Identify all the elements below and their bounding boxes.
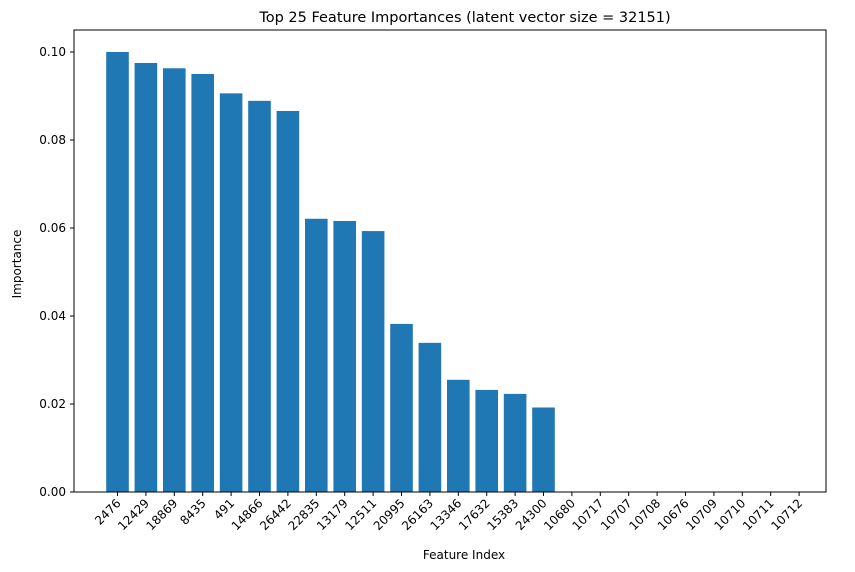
y-tick-label: 0.02 — [39, 397, 66, 411]
x-tick-label: 10709 — [683, 496, 720, 533]
x-tick-label: 17632 — [456, 496, 493, 533]
x-tick-label: 26442 — [257, 496, 294, 533]
y-tick-label: 0.00 — [39, 485, 66, 499]
bar-18869 — [163, 68, 186, 492]
bar-12429 — [134, 63, 158, 492]
x-tick-label: 20995 — [371, 496, 408, 533]
bars-group — [106, 52, 555, 493]
y-axis-label: Importance — [10, 230, 24, 299]
bar-22835 — [305, 218, 328, 492]
x-tick-label: 13179 — [314, 496, 351, 533]
x-axis-label: Feature Index — [423, 548, 505, 562]
x-tick-label: 10712 — [768, 496, 805, 533]
y-tick-label: 0.08 — [39, 133, 66, 147]
bar-20995 — [390, 323, 413, 492]
x-tick-label: 13346 — [428, 496, 465, 533]
bar-26163 — [418, 342, 442, 492]
x-tick-label: 10707 — [598, 496, 635, 533]
x-tick-label: 10717 — [570, 496, 607, 533]
bar-2476 — [106, 52, 129, 492]
y-tick-label: 0.10 — [39, 45, 66, 59]
x-tick-label: 26163 — [399, 496, 436, 533]
y-tick-label: 0.04 — [39, 309, 66, 323]
bar-14866 — [248, 100, 271, 492]
x-tick-label: 10710 — [712, 496, 749, 533]
bar-491 — [219, 93, 243, 493]
x-tick-label: 22835 — [286, 496, 323, 533]
x-tick-label: 10708 — [626, 496, 663, 533]
x-tick-label: 12429 — [115, 496, 152, 533]
x-tick-label: 12511 — [342, 496, 379, 533]
bar-12511 — [361, 231, 385, 492]
bar-8435 — [191, 74, 214, 492]
x-tick-label: 15383 — [484, 496, 521, 533]
y-axis: 0.00 0.02 0.04 0.06 0.08 0.10 — [39, 45, 74, 499]
x-tick-label: 18869 — [144, 496, 181, 533]
bar-24300 — [532, 407, 555, 492]
x-tick-label: 14866 — [229, 496, 266, 533]
y-tick-label: 0.06 — [39, 221, 66, 235]
chart-title: Top 25 Feature Importances (latent vecto… — [258, 10, 670, 26]
bar-17632 — [475, 389, 498, 492]
bar-13346 — [447, 379, 470, 492]
x-tick-label: 10711 — [740, 496, 777, 533]
bar-13179 — [333, 220, 356, 492]
x-tick-label: 24300 — [513, 496, 550, 533]
x-tick-label: 10680 — [541, 496, 578, 533]
bar-15383 — [503, 393, 527, 492]
x-tick-label: 8435 — [177, 496, 208, 527]
x-tick-label: 10676 — [655, 496, 692, 533]
bar-26442 — [276, 110, 300, 493]
plot-frame — [73, 29, 827, 493]
